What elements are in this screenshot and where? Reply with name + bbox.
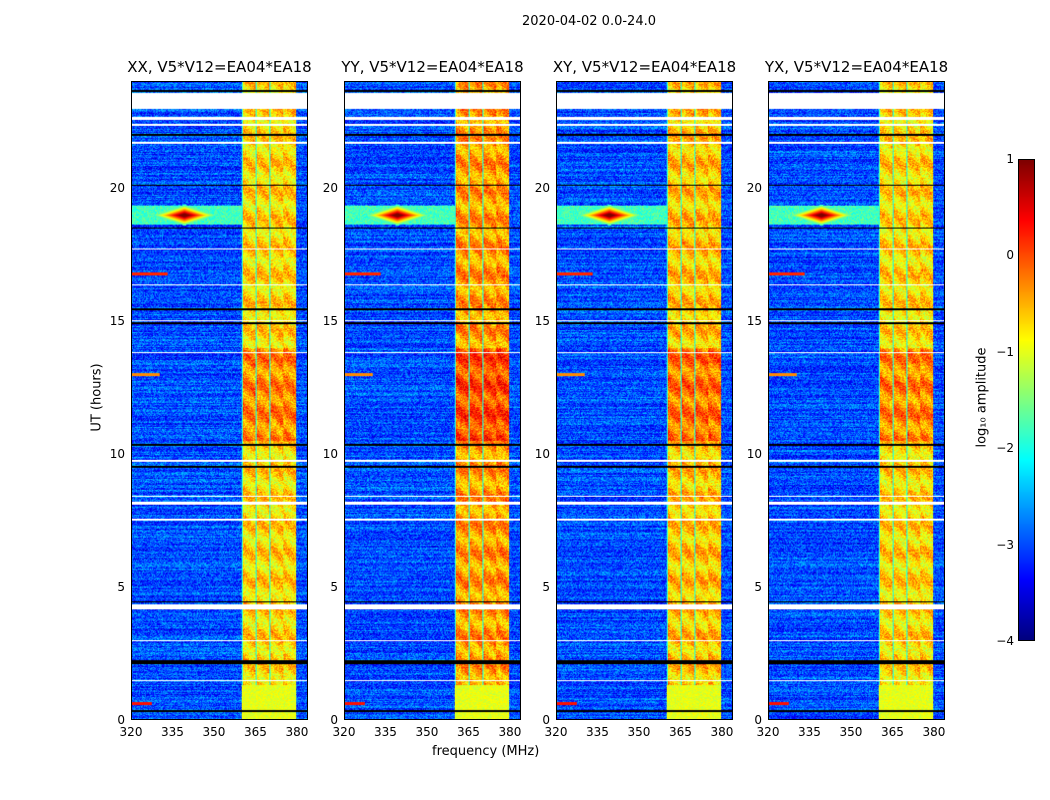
x-tick-label: 335 <box>586 725 609 739</box>
x-tick-label: 320 <box>119 725 143 739</box>
x-tick-label: 320 <box>756 725 780 739</box>
x-tick-label: 320 <box>544 725 568 739</box>
spectrogram-heatmap <box>132 82 307 719</box>
y-tick-label: 10 <box>746 446 762 461</box>
panel-title: YX, V5*V12=EA04*EA18 <box>764 58 949 76</box>
x-tick-label: 380 <box>285 725 309 739</box>
figure-title: 2020-04-02 0.0-24.0 <box>522 14 656 29</box>
x-tick-label: 335 <box>161 725 184 739</box>
x-tick-label: 350 <box>627 725 651 739</box>
y-tick-label: 20 <box>322 180 338 195</box>
spectrogram-heatmap <box>769 82 944 719</box>
spectrogram-panel-xx <box>131 81 308 720</box>
colorbar-label: log₁₀ amplitude <box>974 347 990 448</box>
y-tick-label: 0 <box>542 713 550 727</box>
y-tick-label: 5 <box>542 579 550 594</box>
x-tick-label: 350 <box>202 725 226 739</box>
panel-title: XY, V5*V12=EA04*EA18 <box>552 58 737 76</box>
x-tick-label: 380 <box>922 725 946 739</box>
x-tick-label: 320 <box>332 725 356 739</box>
y-tick-label: 5 <box>330 579 338 594</box>
y-tick-label: 15 <box>534 313 550 328</box>
x-tick-label: 350 <box>839 725 863 739</box>
y-tick-label: 0 <box>330 713 338 727</box>
y-tick-label: 20 <box>534 180 550 195</box>
colorbar-tick-label: 1 <box>1006 152 1014 166</box>
x-tick-label: 335 <box>798 725 821 739</box>
y-tick-label: 0 <box>754 713 762 727</box>
y-tick-label: 0 <box>117 713 125 727</box>
spectrogram-heatmap <box>345 82 520 719</box>
x-axis-label: frequency (MHz) <box>432 744 540 759</box>
x-tick-label: 350 <box>415 725 439 739</box>
y-tick-label: 10 <box>109 446 125 461</box>
y-tick-label: 10 <box>534 446 550 461</box>
spectrogram-panel-xy <box>556 81 733 720</box>
y-tick-label: 5 <box>117 579 125 594</box>
colorbar-tick-label: −2 <box>996 441 1014 456</box>
x-tick-label: 380 <box>498 725 522 739</box>
y-tick-label: 20 <box>109 180 125 195</box>
y-tick-label: 5 <box>754 579 762 594</box>
y-tick-label: 20 <box>746 180 762 195</box>
y-tick-label: 15 <box>746 313 762 328</box>
y-tick-label: 15 <box>109 313 125 328</box>
colorbar <box>1018 159 1035 641</box>
colorbar-tick-label: −1 <box>996 344 1014 359</box>
spectrogram-panel-yx <box>768 81 945 720</box>
colorbar-tick-label: −4 <box>996 634 1014 648</box>
spectrogram-heatmap <box>557 82 732 719</box>
panel-title: YY, V5*V12=EA04*EA18 <box>341 58 524 76</box>
y-axis-label: UT (hours) <box>89 363 105 432</box>
x-tick-label: 365 <box>457 725 480 739</box>
colorbar-tick-label: −3 <box>996 537 1014 552</box>
colorbar-tick-label: 0 <box>1006 248 1014 263</box>
panel-title: XX, V5*V12=EA04*EA18 <box>127 58 312 76</box>
x-tick-label: 365 <box>881 725 904 739</box>
x-tick-label: 365 <box>244 725 267 739</box>
x-tick-label: 335 <box>374 725 397 739</box>
y-tick-label: 15 <box>322 313 338 328</box>
spectrogram-panel-yy <box>344 81 521 720</box>
x-tick-label: 380 <box>710 725 734 739</box>
x-tick-label: 365 <box>669 725 692 739</box>
y-tick-label: 10 <box>322 446 338 461</box>
